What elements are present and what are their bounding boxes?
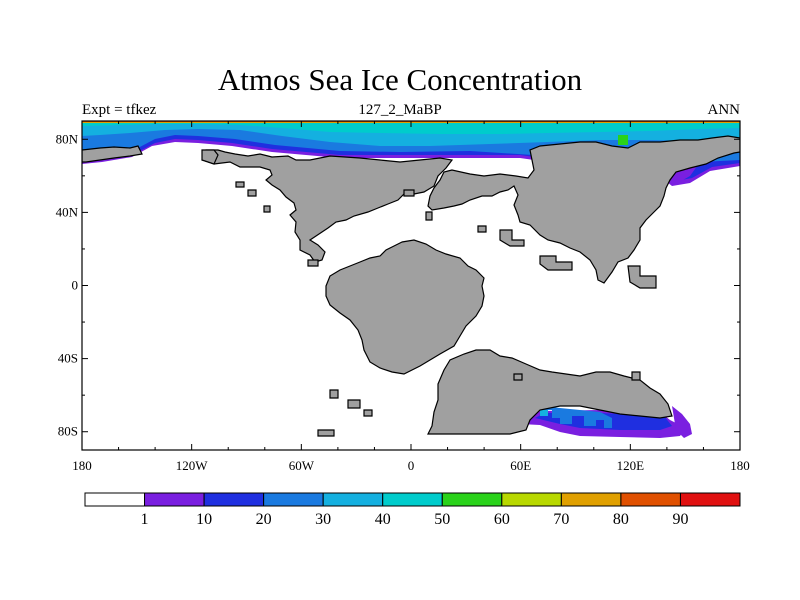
landmass-greenland-arm xyxy=(82,145,143,163)
island xyxy=(477,225,487,233)
plot-title: Atmos Sea Ice Concentration xyxy=(217,62,583,97)
colorbar-swatch xyxy=(322,492,384,507)
sea-ice-50-60 xyxy=(618,135,628,145)
lat-tick-label: 80S xyxy=(58,424,78,439)
period-label: 127_2_MaBP xyxy=(358,102,442,118)
map-area xyxy=(82,121,740,450)
island xyxy=(627,265,657,289)
lat-tick-label: 40S xyxy=(58,351,78,366)
landmass-eurasia xyxy=(427,135,740,284)
colorbar-label: 80 xyxy=(613,511,629,528)
island xyxy=(631,371,641,381)
colorbar-label: 40 xyxy=(375,511,391,528)
island xyxy=(499,229,525,247)
sea-ice-20-30 xyxy=(536,406,612,428)
colorbar-label: 1 xyxy=(141,511,149,528)
colorbar-swatch xyxy=(501,492,562,507)
colorbar-swatch xyxy=(620,492,681,507)
lon-tick-label: 60W xyxy=(289,458,315,473)
colorbar-swatch xyxy=(679,492,741,507)
colorbar-swatch xyxy=(144,492,205,507)
island xyxy=(247,189,257,197)
latitude-axis: 80N 40N 0 40S 80S xyxy=(56,131,740,439)
sea-ice-40-50 xyxy=(82,121,740,134)
colorbar-swatch xyxy=(560,492,622,507)
island xyxy=(347,399,361,409)
colorbar-label: 20 xyxy=(256,511,272,528)
lat-tick-label: 80N xyxy=(56,131,79,146)
island xyxy=(403,189,415,197)
colorbar-swatch xyxy=(263,492,324,507)
antarctic-ice-edge xyxy=(672,406,692,438)
landmass-africa-south-america xyxy=(325,239,485,375)
lon-tick-label: 60E xyxy=(510,458,531,473)
lon-tick-label: 120E xyxy=(617,458,645,473)
experiment-label: Expt = tfkez xyxy=(82,102,157,118)
colorbar-swatch xyxy=(441,492,503,507)
lon-tick-label: 180 xyxy=(72,458,92,473)
colorbar-label: 10 xyxy=(196,511,212,528)
colorbar-label: 90 xyxy=(672,511,688,528)
island xyxy=(513,373,523,381)
arctic-sea-ice xyxy=(82,121,740,186)
sea-ice-1-10 xyxy=(672,406,692,438)
colorbar-label: 70 xyxy=(553,511,569,528)
longitude-axis: 180 120W 60W 0 60E 120E 180 xyxy=(72,121,750,473)
colorbar: 1 10 20 30 40 50 60 70 80 90 xyxy=(84,492,741,528)
island xyxy=(307,259,319,267)
colorbar-label: 50 xyxy=(434,511,450,528)
sea-ice-30-40 xyxy=(540,410,548,416)
lon-tick-label: 0 xyxy=(408,458,415,473)
colorbar-swatch xyxy=(203,492,265,507)
landmass-antarctic-continent xyxy=(427,349,673,435)
lon-tick-label: 180 xyxy=(730,458,750,473)
season-label: ANN xyxy=(707,102,741,118)
lat-tick-label: 0 xyxy=(72,278,79,293)
island xyxy=(539,255,573,271)
island xyxy=(363,409,373,417)
lon-tick-label: 120W xyxy=(176,458,209,473)
land xyxy=(82,135,740,437)
colorbar-label: 60 xyxy=(494,511,510,528)
landmass-north-america xyxy=(201,149,454,263)
lat-tick-label: 40N xyxy=(56,204,79,219)
island xyxy=(329,389,339,399)
island xyxy=(201,149,219,165)
island xyxy=(235,181,245,188)
colorbar-swatch xyxy=(84,492,146,507)
colorbar-swatch xyxy=(382,492,443,507)
island xyxy=(317,429,335,437)
island xyxy=(263,205,271,213)
island xyxy=(425,211,433,221)
colorbar-label: 30 xyxy=(315,511,331,528)
